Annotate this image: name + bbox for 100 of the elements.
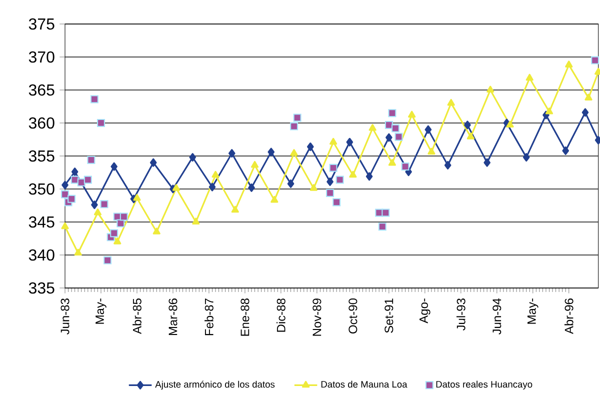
point xyxy=(447,98,455,106)
x-tick-label: Set-91 xyxy=(384,298,394,333)
point xyxy=(228,149,236,158)
point xyxy=(248,183,255,192)
point xyxy=(90,95,98,104)
point xyxy=(401,162,410,171)
point xyxy=(152,228,160,234)
point xyxy=(386,133,392,142)
point xyxy=(366,172,373,181)
point xyxy=(346,138,354,146)
point xyxy=(104,256,112,264)
y-tick-label: 345 xyxy=(28,216,54,228)
point xyxy=(150,158,157,167)
point xyxy=(212,170,220,178)
y-tick-label: 335 xyxy=(28,282,54,294)
point xyxy=(368,124,376,131)
point xyxy=(268,148,275,156)
point xyxy=(382,208,390,217)
point xyxy=(61,222,69,230)
point xyxy=(310,184,318,191)
x-tick-label: Abr-96 xyxy=(564,298,574,334)
y-tick-label: 365 xyxy=(28,84,54,96)
point xyxy=(100,200,108,208)
x-tick-label: Jul-93 xyxy=(456,298,466,331)
point xyxy=(332,198,341,206)
point xyxy=(388,158,396,166)
point xyxy=(307,142,314,152)
x-tick-label: Nov-89 xyxy=(312,298,322,336)
point xyxy=(484,158,490,167)
point xyxy=(110,162,118,171)
point xyxy=(287,179,294,188)
point xyxy=(290,122,298,130)
point xyxy=(270,196,278,203)
point xyxy=(444,160,452,170)
point xyxy=(133,194,141,201)
point xyxy=(208,182,216,192)
legend-label: Datos reales Huancayo xyxy=(436,380,532,390)
x-tick-label: Dic-88 xyxy=(276,298,286,332)
y-tick-label: 355 xyxy=(28,150,54,162)
point xyxy=(293,114,302,122)
point xyxy=(545,108,554,114)
point xyxy=(68,194,76,203)
point xyxy=(486,86,494,93)
point xyxy=(408,110,416,118)
point xyxy=(110,229,118,238)
y-tick-label: 375 xyxy=(28,18,54,30)
point xyxy=(61,190,70,198)
y-tick-label: 370 xyxy=(28,51,54,63)
x-tick-label: Abr-85 xyxy=(132,298,142,334)
point xyxy=(62,180,68,190)
point xyxy=(231,206,239,213)
point xyxy=(172,184,180,191)
point xyxy=(388,109,396,118)
point xyxy=(329,164,338,172)
y-tick-label: 350 xyxy=(28,183,54,195)
point xyxy=(424,125,432,134)
point xyxy=(526,74,534,81)
point xyxy=(250,160,259,168)
point xyxy=(87,156,96,164)
y-tick-label: 360 xyxy=(28,117,54,129)
point xyxy=(114,238,122,244)
x-tick-label: Oct-90 xyxy=(348,298,358,334)
x-tick-label: May- xyxy=(528,298,538,324)
point xyxy=(384,120,393,129)
point xyxy=(192,218,200,225)
point xyxy=(428,148,436,155)
x-tick-label: Jun-94 xyxy=(492,298,502,335)
point xyxy=(349,170,357,178)
point xyxy=(330,138,338,145)
point xyxy=(565,60,573,68)
point xyxy=(120,212,128,221)
point xyxy=(91,200,98,210)
legend-label: Datos de Mauna Loa xyxy=(321,380,408,388)
legend-label: Ajuste armónico de los datos xyxy=(155,380,275,390)
x-tick-label: Mar-86 xyxy=(168,298,178,336)
point xyxy=(94,208,102,216)
x-tick-label: Ene-88 xyxy=(240,298,250,336)
point xyxy=(116,219,125,228)
point xyxy=(84,176,92,184)
point xyxy=(96,118,105,127)
point xyxy=(506,120,514,128)
point xyxy=(326,188,334,197)
point xyxy=(464,120,471,130)
point xyxy=(466,132,475,140)
x-tick-label: Ago- xyxy=(420,298,430,324)
point xyxy=(584,94,592,100)
x-tick-label: Feb-87 xyxy=(204,298,214,336)
point xyxy=(562,146,570,155)
point xyxy=(378,222,386,231)
x-tick-label: Jun-83 xyxy=(60,298,70,335)
point xyxy=(326,177,334,186)
point xyxy=(70,176,79,184)
y-tick-label: 340 xyxy=(28,249,54,261)
point xyxy=(74,248,82,256)
point xyxy=(290,149,298,156)
point xyxy=(391,124,400,132)
point xyxy=(189,153,196,162)
point xyxy=(336,176,344,184)
point xyxy=(71,168,78,176)
x-tick-label: May- xyxy=(96,298,106,324)
